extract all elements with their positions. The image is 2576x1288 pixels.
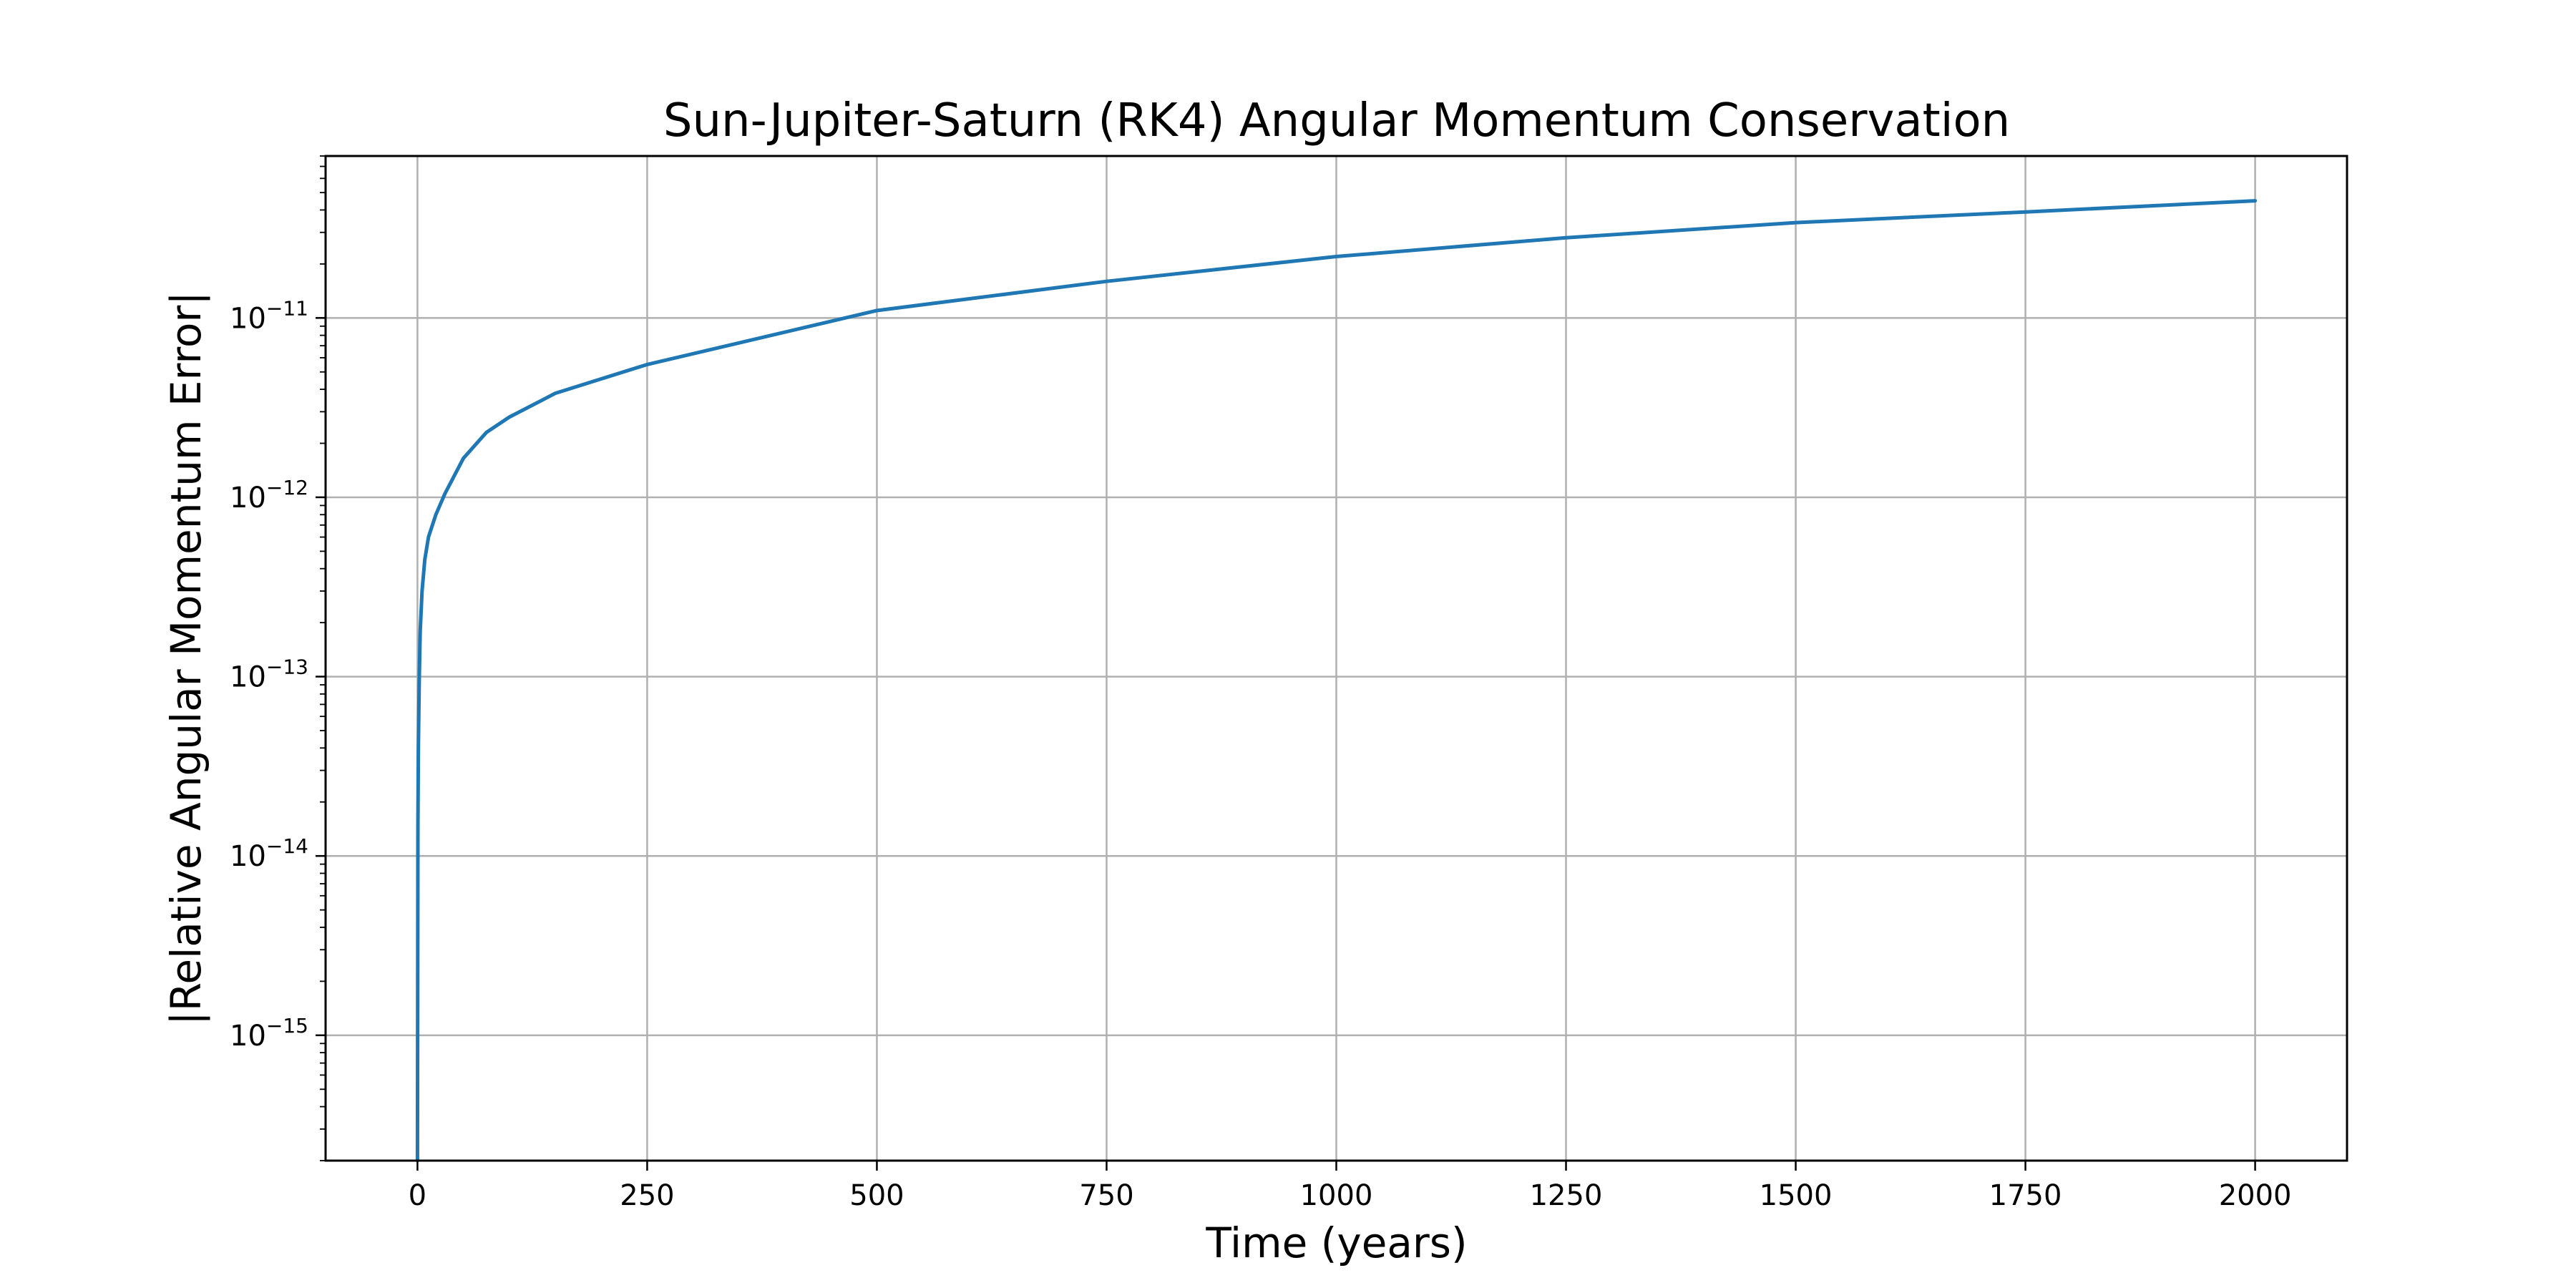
x-tick-label: 1250 [1530, 1179, 1603, 1212]
x-tick-label: 250 [620, 1179, 674, 1212]
y-tick-exponent: −12 [266, 476, 308, 499]
y-axis-label: |Relative Angular Momentum Error| [162, 291, 210, 1025]
y-tick-label: 10−13 [230, 655, 308, 694]
chart-title: Sun-Jupiter-Saturn (RK4) Angular Momentu… [663, 94, 2010, 147]
y-tick-base: 10 [230, 661, 266, 694]
x-tick-label: 1750 [1989, 1179, 2062, 1212]
series-line [415, 199, 2258, 1163]
x-tick-label: 0 [409, 1179, 426, 1212]
y-tick-exponent: −13 [266, 655, 308, 679]
x-axis-label: Time (years) [1205, 1219, 1467, 1267]
y-tick-label: 10−15 [230, 1014, 308, 1053]
y-tick-exponent: −11 [266, 296, 308, 320]
x-tick-label: 750 [1079, 1179, 1133, 1212]
series-layer [415, 199, 2258, 1163]
ticks [316, 155, 2256, 1171]
y-tick-base: 10 [230, 1020, 266, 1053]
y-tick-base: 10 [230, 840, 266, 873]
y-tick-exponent: −14 [266, 834, 308, 858]
y-tick-label: 10−11 [230, 296, 308, 335]
y-tick-label: 10−14 [230, 834, 308, 873]
tick-labels: 0 250 500 750 1000 1250 1500 1750 200010−1510−14… [230, 296, 2291, 1212]
x-tick-label: 500 [849, 1179, 904, 1212]
grid [326, 156, 2347, 1161]
y-tick-label: 10−12 [230, 476, 308, 514]
y-tick-exponent: −15 [266, 1014, 308, 1038]
x-tick-label: 2000 [2219, 1179, 2292, 1212]
x-tick-label: 1500 [1760, 1179, 1833, 1212]
y-tick-base: 10 [230, 302, 266, 335]
x-tick-label: 1000 [1300, 1179, 1373, 1212]
y-tick-base: 10 [230, 482, 266, 514]
